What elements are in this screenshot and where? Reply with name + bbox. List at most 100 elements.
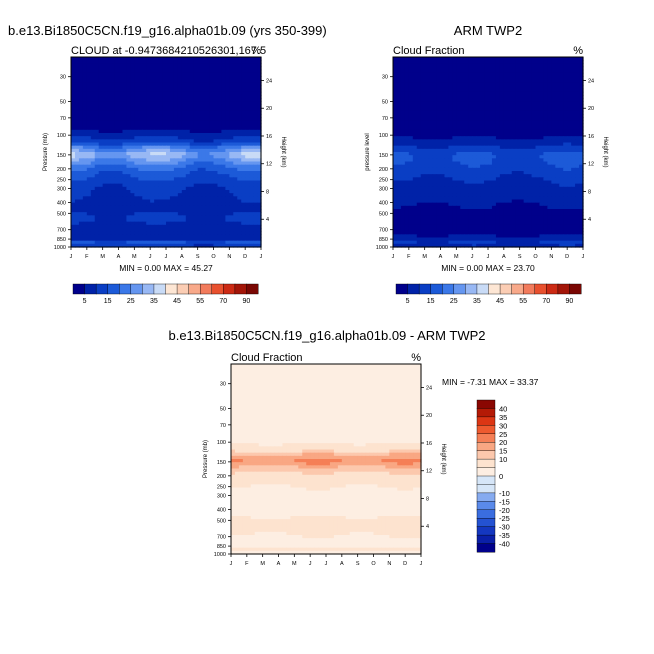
contour-cell	[177, 72, 183, 77]
contour-cell	[189, 126, 195, 131]
contour-cell	[472, 158, 477, 163]
contour-cell	[193, 63, 199, 68]
contour-cell	[503, 98, 509, 102]
contour-cell	[106, 155, 112, 159]
contour-cell	[579, 82, 584, 87]
contour-cell	[468, 114, 473, 118]
contour-cell	[146, 228, 151, 232]
contour-cell	[158, 145, 163, 150]
contour-cell	[523, 88, 529, 93]
contour-cell	[468, 101, 473, 106]
contour-cell	[257, 66, 262, 71]
contour-cell	[134, 107, 139, 112]
contour-cell	[436, 167, 442, 172]
contour-cell	[225, 193, 230, 197]
contour-cell	[209, 63, 215, 68]
contour-cell	[110, 212, 116, 216]
contour-cell	[225, 145, 230, 150]
contour-cell	[71, 199, 76, 204]
contour-cell	[118, 57, 124, 61]
contour-cell	[432, 123, 438, 128]
contour-cell	[420, 186, 426, 191]
contour-cell	[181, 199, 187, 204]
contour-cell	[519, 101, 525, 106]
contour-cell	[484, 183, 489, 188]
contour-cell	[575, 110, 580, 115]
contour-cell	[460, 101, 465, 106]
contour-cell	[193, 142, 199, 147]
contour-cell	[400, 136, 406, 140]
contour-cell	[396, 101, 402, 106]
contour-cell	[488, 101, 493, 106]
contour-cell	[90, 180, 96, 185]
contour-cell	[396, 117, 402, 121]
contour-cell	[551, 104, 556, 109]
contour-cell	[400, 129, 406, 134]
contour-cell	[213, 126, 219, 131]
contour-cell	[551, 79, 556, 83]
contour-cell	[169, 126, 175, 131]
contour-cell	[503, 148, 509, 153]
contour-cell	[169, 101, 175, 106]
contour-cell	[90, 139, 96, 144]
contour-cell	[547, 148, 552, 153]
contour-cell	[78, 221, 84, 226]
contour-cell	[436, 85, 442, 90]
contour-cell	[90, 193, 96, 197]
contour-cell	[122, 212, 128, 216]
contour-cell	[571, 101, 576, 106]
contour-cell	[102, 136, 108, 140]
contour-cell	[416, 161, 422, 166]
contour-cell	[420, 110, 426, 115]
contour-cell	[201, 60, 207, 64]
contour-cell	[436, 98, 442, 102]
contour-cell	[209, 107, 215, 112]
contour-cell	[400, 171, 406, 175]
contour-cell	[229, 69, 234, 74]
contour-cell	[166, 57, 171, 61]
contour-cell	[531, 164, 537, 169]
contour-cell	[571, 104, 576, 109]
contour-cell	[98, 174, 104, 178]
contour-cell	[94, 126, 100, 131]
contour-cell	[571, 155, 576, 159]
pressure-tick-label: 300	[57, 187, 66, 193]
contour-cell	[142, 139, 147, 144]
contour-cell	[456, 167, 461, 172]
contour-cell	[484, 79, 489, 83]
contour-cell	[535, 104, 541, 109]
contour-cell	[440, 123, 446, 128]
contour-cell	[559, 136, 564, 140]
contour-cell	[177, 98, 183, 102]
contour-cell	[130, 231, 135, 235]
contour-cell	[162, 205, 167, 210]
contour-cell	[460, 114, 465, 118]
contour-cell	[74, 114, 80, 118]
contour-cell	[551, 66, 556, 71]
contour-cell	[567, 107, 572, 112]
contour-cell	[201, 110, 207, 115]
contour-cell	[142, 231, 147, 235]
contour-cell	[98, 145, 104, 150]
contour-cell	[472, 107, 477, 112]
contour-cell	[217, 101, 223, 106]
contour-cell	[150, 98, 155, 102]
contour-cell	[102, 66, 108, 71]
contour-cell	[126, 63, 131, 68]
contour-cell	[217, 221, 223, 226]
contour-cell	[527, 164, 533, 169]
contour-cell	[551, 152, 556, 156]
contour-cell	[400, 158, 406, 163]
contour-cell	[484, 85, 489, 90]
contour-cell	[162, 72, 167, 77]
contour-cell	[158, 212, 163, 216]
contour-cell	[142, 136, 147, 140]
contour-cell	[527, 158, 533, 163]
contour-cell	[567, 148, 572, 153]
contour-cell	[253, 60, 258, 64]
contour-cell	[201, 133, 207, 137]
contour-cell	[86, 110, 92, 115]
contour-cell	[527, 180, 533, 185]
contour-cell	[217, 193, 223, 197]
contour-cell	[559, 161, 564, 166]
